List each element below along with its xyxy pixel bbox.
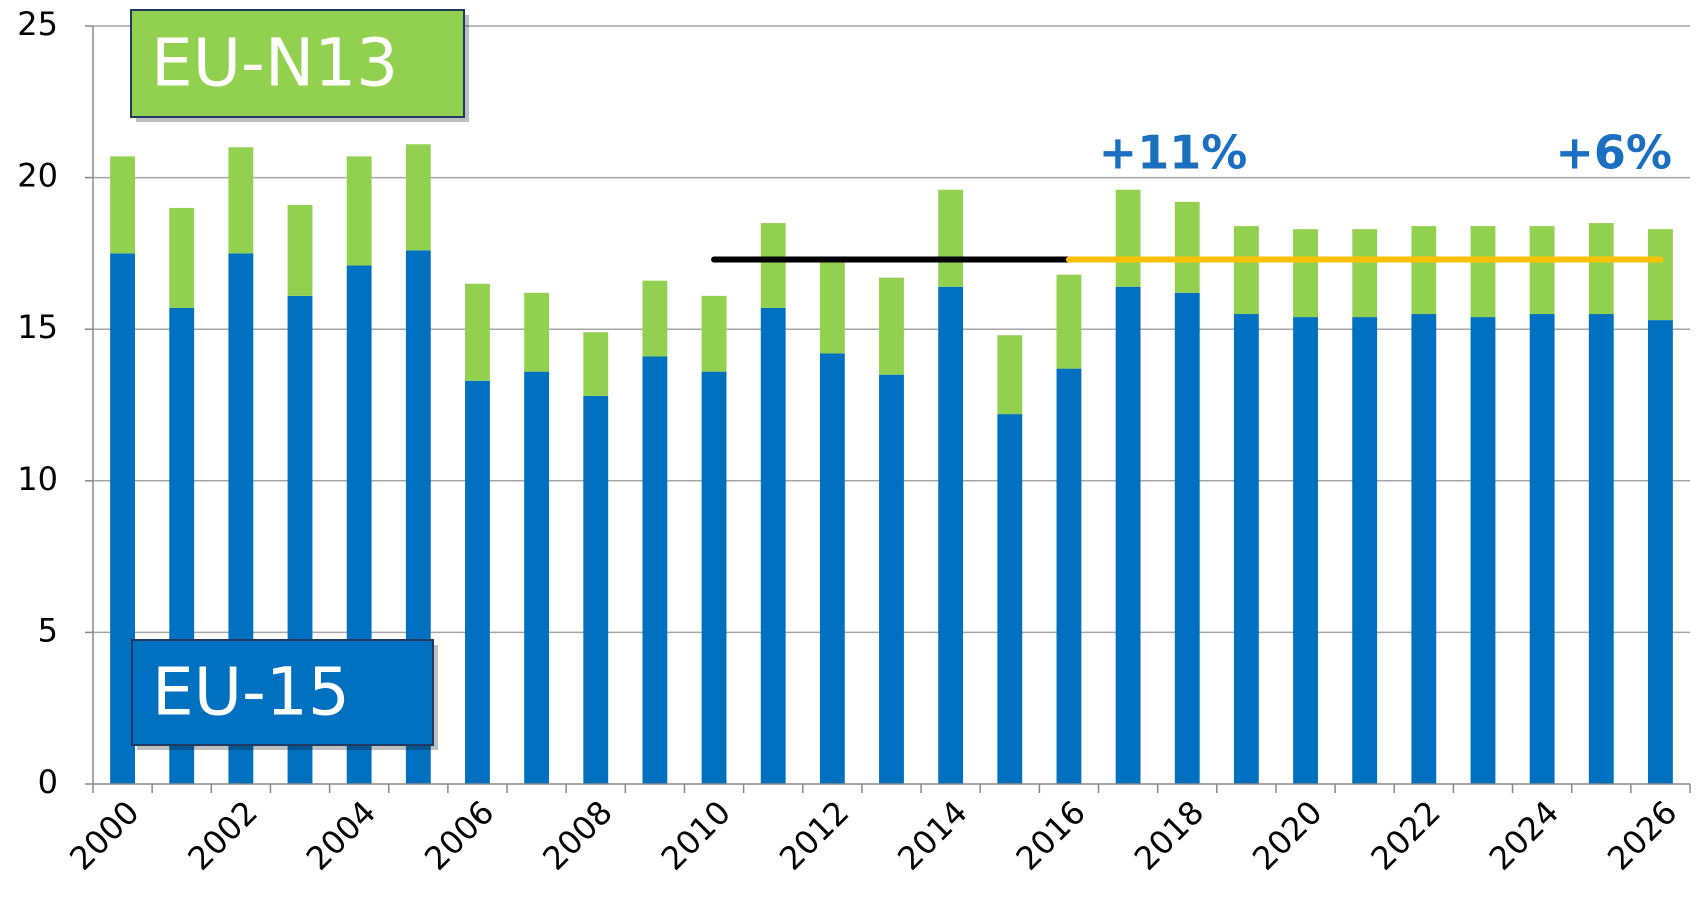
bar-segment (1233, 226, 1259, 315)
bar-segment (287, 204, 313, 296)
bar-segment (346, 156, 372, 266)
x-tick-label: 2022 (1363, 793, 1447, 877)
bar-segment (1470, 226, 1496, 318)
bar-segment (997, 414, 1023, 784)
y-tick-label: 25 (17, 5, 58, 43)
x-tick-label: 2008 (535, 793, 619, 877)
bar-segment (642, 280, 668, 357)
bar-segment (228, 147, 254, 254)
bar-segment (1056, 274, 1082, 369)
x-tick-label: 2004 (299, 793, 383, 877)
bar-segment (110, 156, 135, 254)
y-tick-label: 5 (38, 611, 58, 649)
bar-segment (1588, 223, 1614, 315)
bar-segment (1056, 368, 1082, 784)
bar-segment (1115, 286, 1141, 784)
y-tick-label: 20 (17, 157, 58, 195)
legend-label: EU-N13 (151, 25, 398, 102)
bar-segment (938, 189, 964, 287)
bar-segment (524, 371, 550, 784)
bar-segment (1529, 226, 1555, 315)
bar-segment (879, 374, 904, 784)
bar-segment (1233, 314, 1259, 784)
x-tick-label: 2016 (1009, 793, 1093, 877)
x-tick-label: 2018 (1127, 793, 1211, 877)
x-tick-label: 2026 (1600, 793, 1684, 877)
bar-segment (524, 292, 550, 372)
bar-segment (760, 223, 786, 308)
bar-segment (997, 335, 1023, 415)
bar-segment (701, 371, 727, 784)
bar-segment (110, 253, 135, 784)
annotation: +6% (1555, 126, 1672, 180)
bar-segment (1588, 314, 1614, 784)
x-tick-label: 2006 (417, 793, 501, 877)
x-tick-label: 2024 (1482, 793, 1566, 877)
bar-segment (1470, 317, 1496, 784)
bar-segment (1352, 229, 1378, 318)
bar-segment (1352, 317, 1378, 784)
bar-segment (169, 207, 195, 308)
bar-segment (760, 307, 786, 784)
x-tick-label: 2012 (772, 793, 856, 877)
bar-segment (583, 395, 609, 784)
legend-label: EU-15 (152, 654, 350, 731)
bar-segment (879, 277, 904, 375)
bar-segment (1293, 317, 1318, 784)
bar-segment (642, 356, 668, 784)
legend-box (131, 639, 434, 746)
bar-segment (701, 295, 727, 372)
y-tick-label: 0 (38, 763, 58, 801)
bar-segment (938, 286, 964, 784)
bar-segment (583, 332, 609, 396)
bar-segment (1648, 320, 1673, 784)
bar-segment (1115, 189, 1141, 287)
y-tick-label: 10 (17, 460, 58, 498)
bar-segment (465, 380, 490, 784)
bar-segment (819, 353, 845, 784)
bar-segment (1648, 229, 1673, 321)
bar-segment (1411, 226, 1437, 315)
bar-segment (1529, 314, 1555, 784)
bar-segment (405, 144, 431, 251)
x-tick-label: 2002 (180, 793, 264, 877)
bar-segment (819, 259, 845, 354)
bar-segment (1293, 229, 1318, 318)
bar-segment (1411, 314, 1437, 784)
bar-segment (1174, 292, 1200, 784)
bar-segment (465, 283, 490, 381)
annotation: +11% (1099, 126, 1248, 180)
x-tick-label: 2020 (1245, 793, 1329, 877)
x-tick-label: 2014 (890, 793, 974, 877)
y-tick-label: 15 (17, 308, 58, 346)
x-tick-label: 2000 (62, 793, 146, 877)
legend-box (130, 9, 465, 118)
x-tick-label: 2010 (654, 793, 738, 877)
bar-segment (1174, 201, 1200, 293)
